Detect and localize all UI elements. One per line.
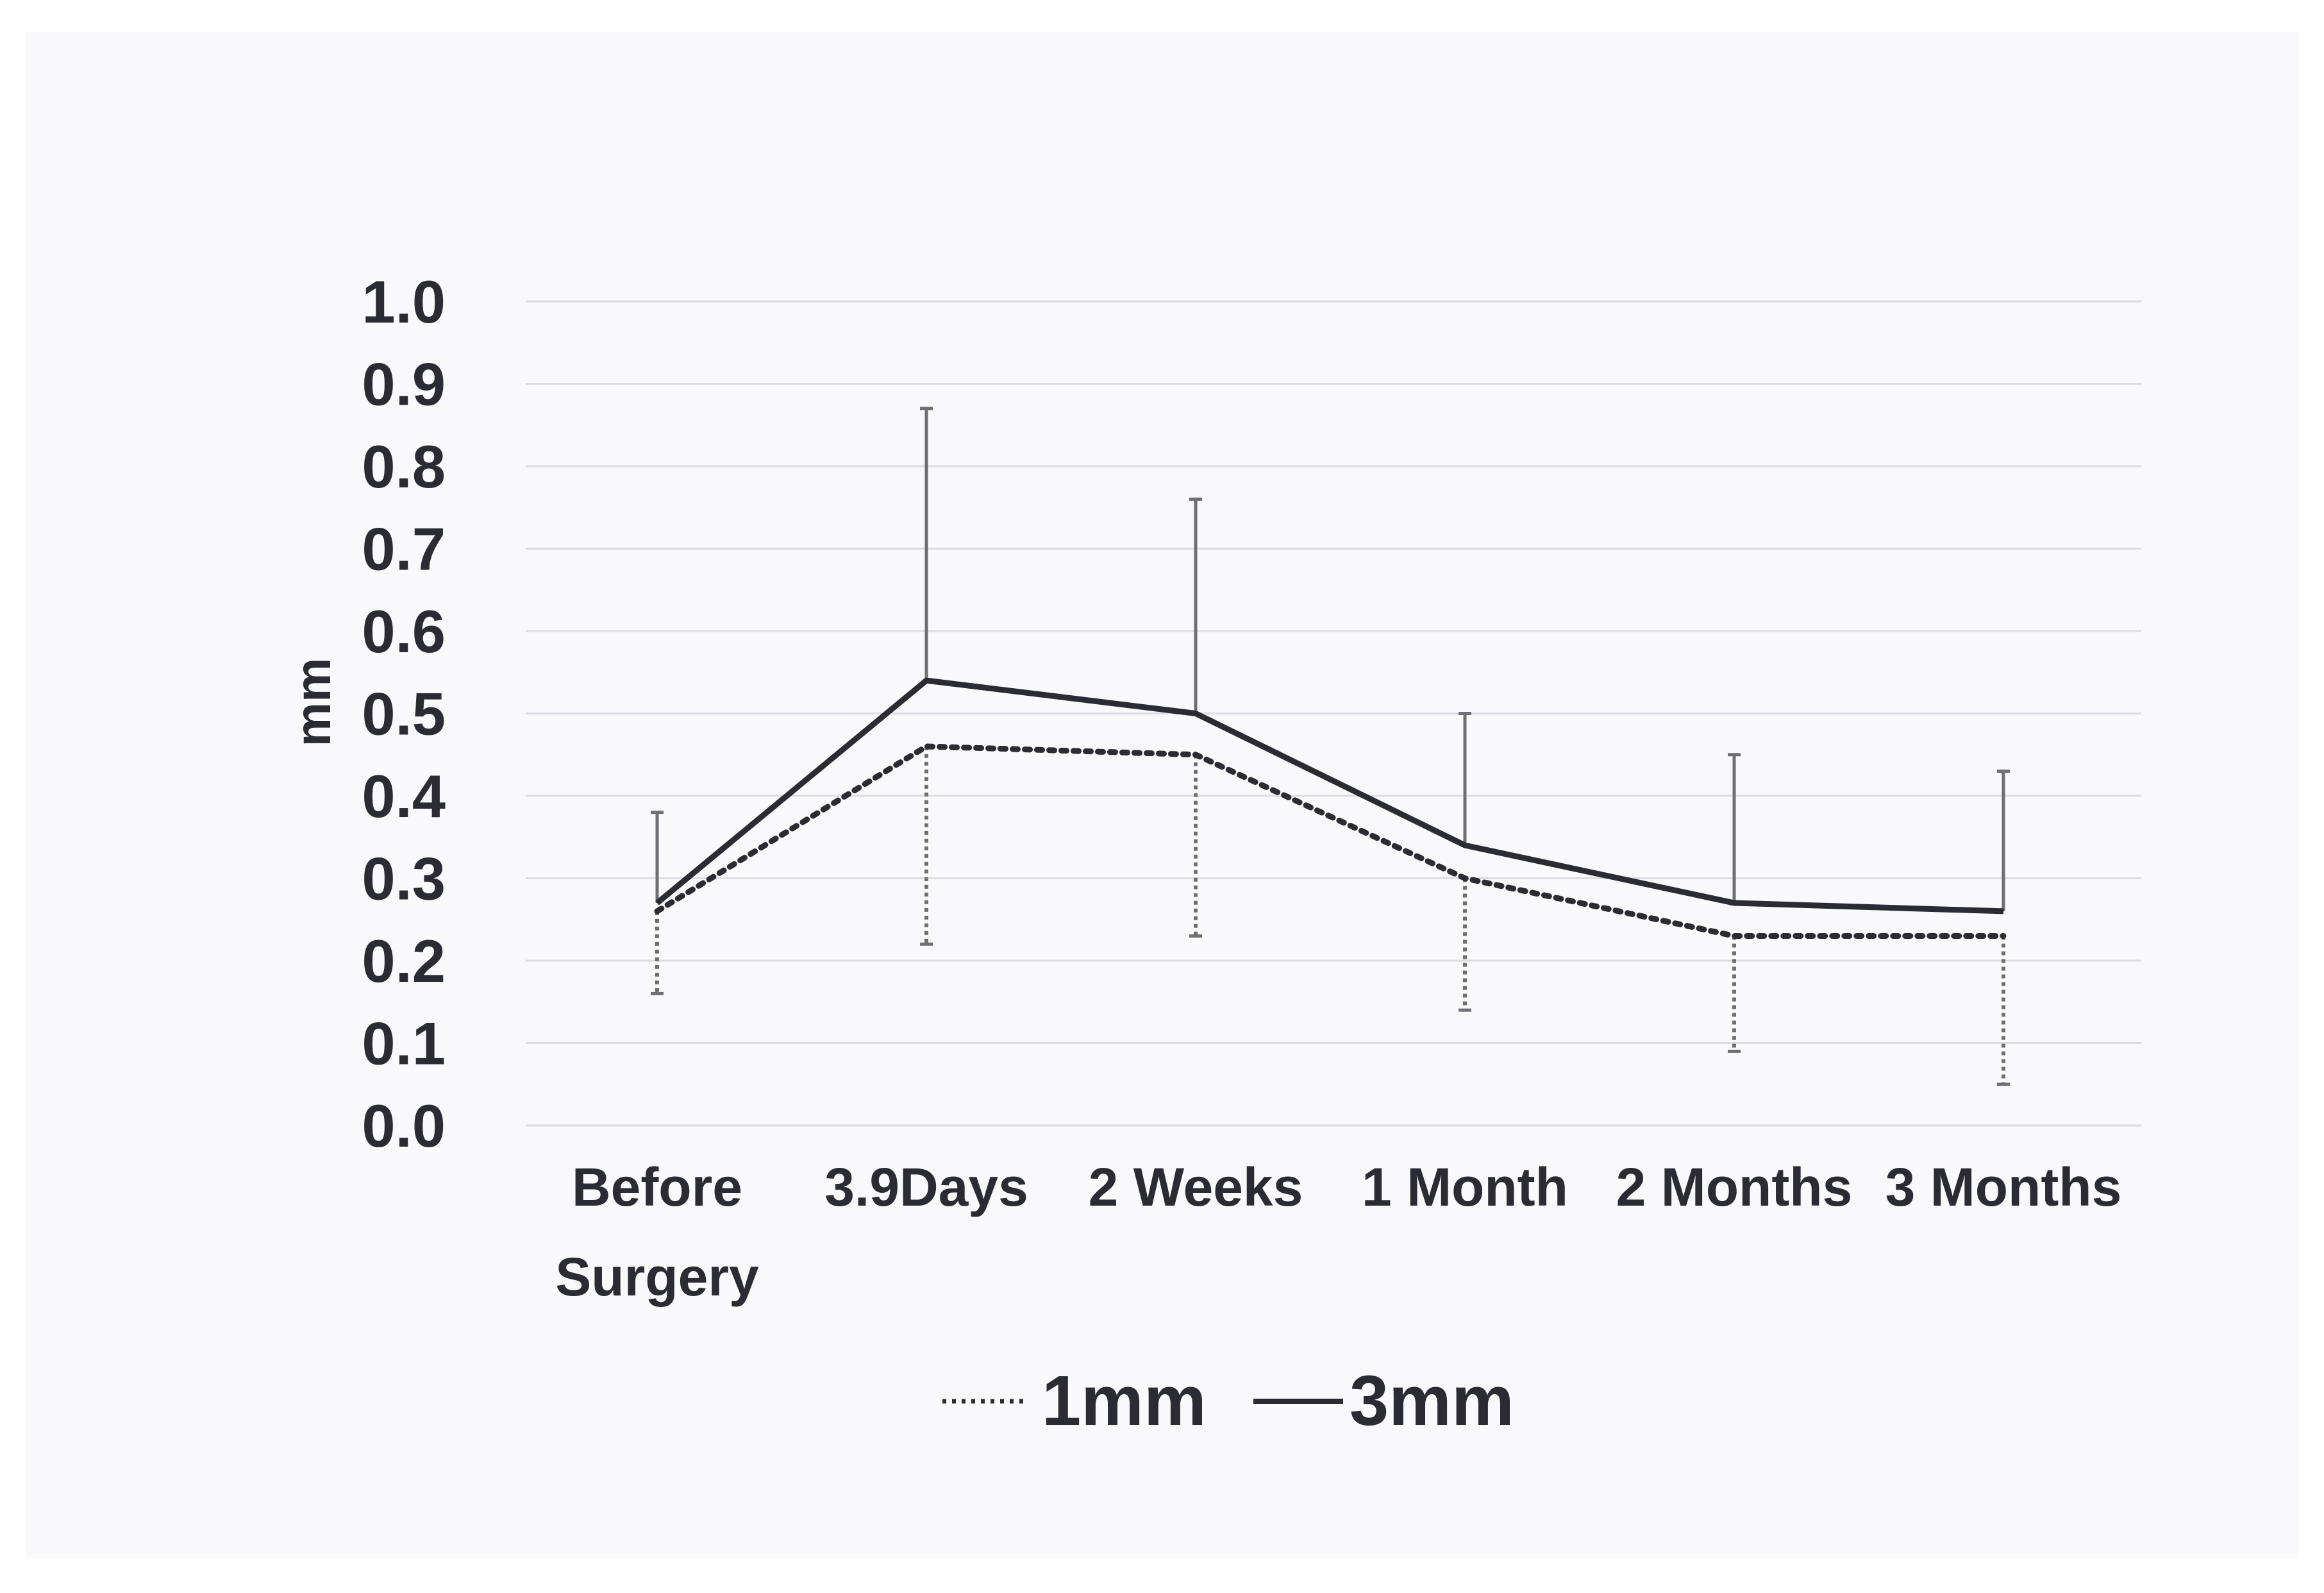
y-tick-label: 0.5: [362, 680, 446, 748]
y-tick-label: 0.2: [362, 927, 446, 995]
x-category-label: 2 Months: [1616, 1157, 1853, 1217]
error-bars: [651, 407, 2010, 1086]
x-category-label: 3.9Days: [824, 1157, 1028, 1217]
y-tick-label: 0.1: [362, 1010, 446, 1077]
legend: 1mm 3mm: [942, 1361, 1514, 1440]
y-axis-title: mm: [285, 658, 341, 747]
x-category-label: 2 Weeks: [1089, 1157, 1303, 1217]
y-tick-label: 0.4: [362, 763, 446, 830]
y-tick-label: 0.6: [362, 598, 446, 665]
series-lines: [654, 677, 2007, 939]
x-category-label: 3 Months: [1885, 1157, 2122, 1217]
series-line-1mm: [654, 743, 2007, 939]
series-line-3mm: [655, 677, 2004, 914]
y-tick-label: 0.0: [362, 1092, 446, 1159]
y-tick-label: 0.9: [362, 351, 446, 418]
legend-label-3mm: 3mm: [1350, 1361, 1514, 1440]
gridlines: [526, 300, 2141, 1127]
y-tick-label: 0.7: [362, 516, 446, 583]
x-axis-category-labels: Before Surgery 3.9Days 2 Weeks 1 Month 2 Mont…: [555, 1157, 2121, 1307]
y-tick-label: 0.3: [362, 845, 446, 913]
x-category-label: Surgery: [555, 1247, 759, 1307]
y-axis-tick-labels: 0.0 0.1 0.2 0.3 0.4 0.5 0.6 0.7 0.8 0.9 1.0: [362, 268, 446, 1159]
y-tick-label: 1.0: [362, 268, 446, 335]
y-tick-label: 0.8: [362, 433, 446, 500]
x-category-label: 1 Month: [1362, 1157, 1568, 1217]
legend-label-1mm: 1mm: [1042, 1361, 1207, 1440]
x-category-label: Before: [572, 1157, 742, 1217]
